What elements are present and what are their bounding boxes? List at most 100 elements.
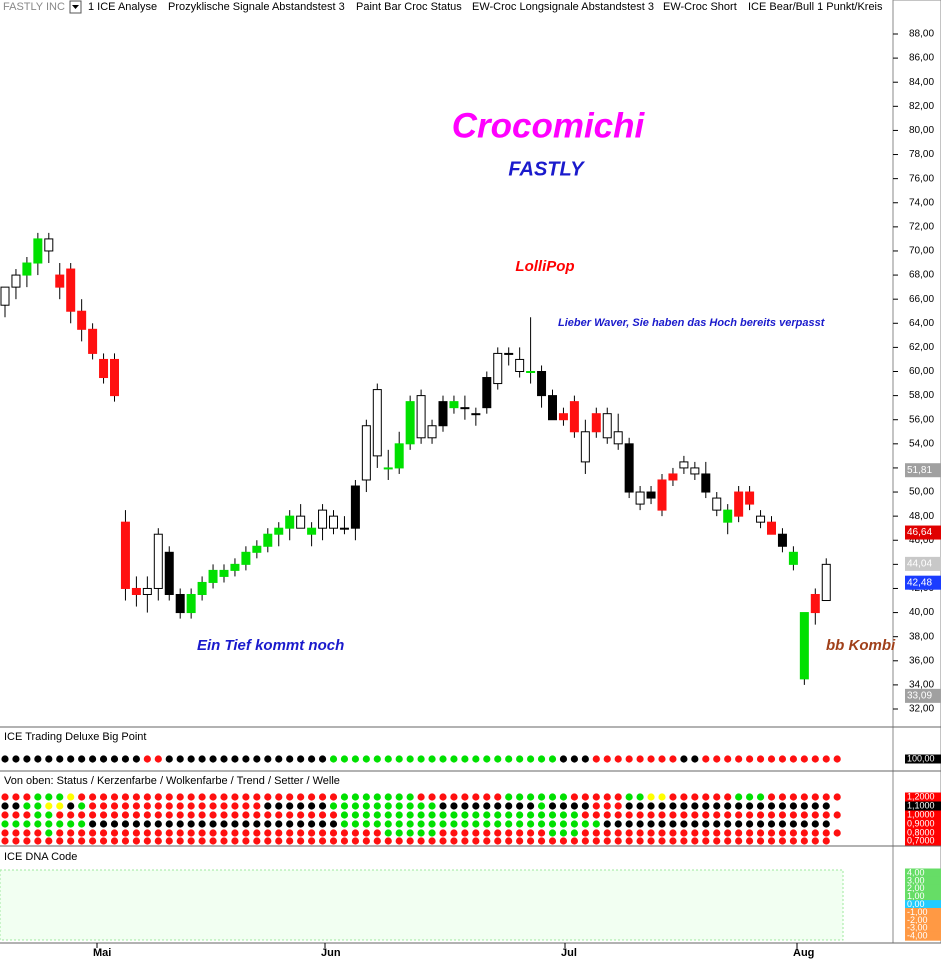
signal-dot (132, 802, 140, 810)
signal-dot (581, 755, 589, 763)
signal-dot (165, 755, 173, 763)
signal-dot (658, 811, 666, 819)
signal-dot (505, 837, 513, 845)
signal-dot (636, 793, 644, 801)
signal-dot (636, 837, 644, 845)
signal-dot (614, 820, 622, 828)
candle-body (504, 352, 514, 355)
candle-body (537, 371, 547, 397)
signal-dot (811, 793, 819, 801)
signal-dot (439, 829, 447, 837)
toolbar-item[interactable]: Paint Bar Croc Status (356, 1, 462, 13)
signal-dot (461, 820, 469, 828)
signal-dot (778, 829, 787, 837)
price-tag-label: 42,48 (907, 577, 932, 588)
signal-dot (34, 820, 42, 828)
signal-dot (406, 793, 414, 801)
signal-dot (1, 820, 9, 828)
signal-dot (527, 802, 535, 810)
signal-dot (12, 837, 20, 845)
signal-dot (450, 755, 458, 763)
signal-dot (231, 802, 239, 810)
signal-dot (406, 820, 414, 828)
signal-dot (154, 837, 162, 845)
signal-dot (176, 811, 184, 819)
signal-dot (45, 829, 53, 837)
signal-dot (340, 802, 349, 810)
signal-dot (494, 811, 502, 819)
signal-dot (253, 755, 261, 763)
signal-dot (253, 820, 261, 828)
candle-body (679, 461, 689, 469)
signal-dot (275, 820, 283, 828)
toolbar-item[interactable]: EW-Croc Short (663, 1, 737, 13)
signal-dot (220, 755, 228, 763)
signal-dot (505, 793, 513, 801)
signal-dot (187, 811, 195, 819)
signal-dot (318, 811, 327, 819)
signal-dot (253, 829, 261, 837)
signal-dot (34, 802, 42, 810)
signal-dot (702, 829, 710, 837)
y-tick-label: 60,00 (909, 366, 934, 377)
candle-body (22, 262, 32, 276)
signal-dot (209, 820, 217, 828)
axis-label: 0,7000 (907, 835, 935, 845)
y-tick-label: 80,00 (909, 125, 934, 136)
signal-dot (494, 837, 502, 845)
signal-dot (12, 755, 20, 763)
y-tick-label: 88,00 (909, 29, 934, 40)
y-tick-label: 38,00 (909, 631, 934, 642)
signal-dot (395, 837, 403, 845)
signal-dot (746, 755, 754, 763)
toolbar-item[interactable]: Prozyklische Signale Abstandstest 3 (168, 1, 345, 13)
signal-dot (231, 811, 239, 819)
signal-dot (209, 793, 217, 801)
signal-dot (297, 755, 305, 763)
signal-dot (461, 829, 469, 837)
signal-dot (592, 820, 600, 828)
signal-dot (735, 829, 743, 837)
axis-label: -2,00 (907, 915, 928, 925)
price-tag-label: 44,04 (907, 559, 932, 570)
signal-dot (592, 793, 600, 801)
signal-dot (548, 820, 557, 828)
annotation: LolliPop (515, 258, 574, 275)
price-tag-label: 33,09 (907, 691, 932, 702)
toolbar-item[interactable]: ICE Bear/Bull 1 Punkt/Kreis (748, 1, 883, 13)
signal-dot (428, 793, 436, 801)
signal-dot (143, 793, 151, 801)
signal-dot (592, 837, 600, 845)
signal-dot (67, 802, 75, 810)
y-tick-label: 54,00 (909, 438, 934, 449)
signal-dot (756, 837, 765, 845)
signal-dot (822, 820, 830, 828)
signal-dot (746, 811, 754, 819)
signal-dot (351, 811, 359, 819)
y-tick-label: 78,00 (909, 149, 934, 160)
title: Crocomichi (452, 106, 646, 145)
axis-label: -3,00 (907, 923, 928, 933)
signal-dot (286, 820, 294, 828)
candle-body (274, 527, 284, 535)
candle-body (383, 467, 393, 470)
signal-dot (132, 820, 140, 828)
y-tick-label: 68,00 (909, 270, 934, 281)
signal-dot (483, 829, 491, 837)
symbol[interactable]: FASTLY INC (3, 1, 65, 13)
signal-dot (570, 755, 579, 763)
signal-dot (483, 755, 491, 763)
toolbar-item[interactable]: EW-Croc Longsignale Abstandstest 3 (472, 1, 654, 13)
signal-dot (384, 793, 392, 801)
candle-body (99, 358, 109, 379)
candle-body (0, 286, 10, 306)
toolbar-item[interactable]: 1 ICE Analyse (88, 1, 157, 13)
signal-dot (220, 802, 228, 810)
signal-dot (669, 755, 677, 763)
signal-dot (439, 793, 447, 801)
price-tag-label: 51,81 (907, 465, 932, 476)
candle-body (219, 569, 229, 577)
signal-dot (67, 837, 75, 845)
candle-body (405, 401, 415, 445)
signal-dot (746, 802, 754, 810)
